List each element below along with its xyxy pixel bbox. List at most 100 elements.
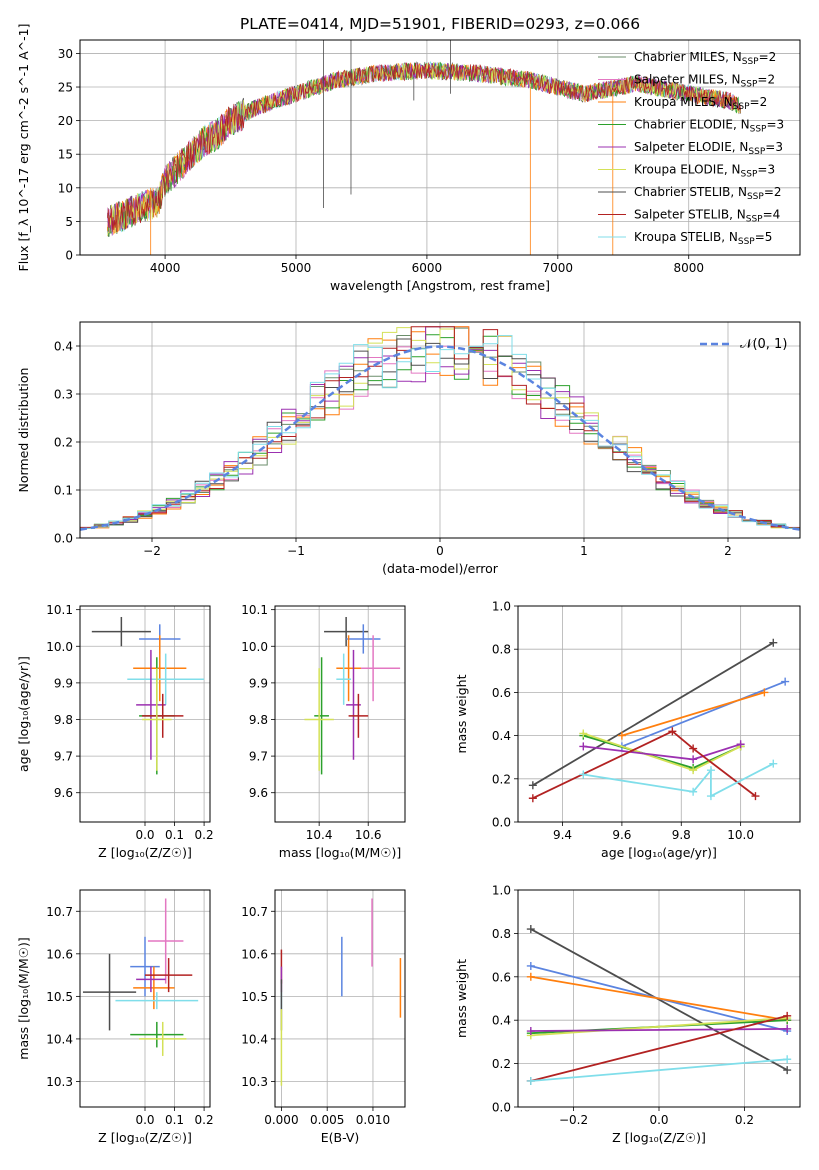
y-tick-label: 9.6 bbox=[249, 786, 268, 800]
mass-weight-marker bbox=[579, 770, 588, 779]
mass-weight-line bbox=[530, 928, 788, 1071]
legend-label: Chabrier ELODIE, NSSP=3 bbox=[634, 118, 784, 135]
x-tick-label: 10.0 bbox=[727, 828, 754, 842]
axes-age-vs-mass: 10.4 10.6 9.6 9.7 9.8 9.9 10.0 10.1 mass [log₁₀(… bbox=[241, 603, 406, 860]
x-tick-label: 0.2 bbox=[195, 1113, 214, 1127]
residual-legend: 𝒩(0, 1) bbox=[700, 337, 787, 352]
legend-nssp: =3 bbox=[766, 118, 784, 132]
legend-label: Kroupa ELODIE, NSSP=3 bbox=[634, 163, 775, 180]
x-axis-label: age [log₁₀(age/yr)] bbox=[601, 845, 717, 860]
axes-age-vs-Z: 0.0 0.1 0.2 9.6 9.7 9.8 9.9 10.0 10.1 Z [log₁₀(Z/… bbox=[16, 603, 214, 860]
mass-weight-line bbox=[532, 641, 774, 787]
y-tick-label: 10.4 bbox=[46, 1032, 73, 1046]
mass-weight-marker bbox=[689, 744, 698, 753]
axes-residuals: −2 −1 0 1 2 0.0 0.1 0.2 0.3 0.4 (data-model)/error… bbox=[16, 321, 801, 576]
y-tick-label: 10.7 bbox=[241, 905, 268, 919]
y-tick-label: 0.0 bbox=[492, 1101, 511, 1115]
y-tick-label: 10.5 bbox=[46, 990, 73, 1004]
mass-weight-marker bbox=[783, 1055, 792, 1064]
mass-weight-marker bbox=[579, 729, 588, 738]
y-axis-label: age [log₁₀(age/yr)] bbox=[16, 656, 31, 772]
legend-label: Salpeter MILES, NSSP=2 bbox=[634, 73, 775, 90]
x-tick-label: 0.005 bbox=[310, 1113, 344, 1127]
mass-weight-marker bbox=[526, 972, 535, 981]
y-tick-label: 0.8 bbox=[492, 643, 511, 657]
y-tick-label: 0.1 bbox=[54, 484, 73, 498]
plot-area-mass-vs-Z bbox=[82, 898, 199, 1056]
y-tick-label: 9.9 bbox=[249, 676, 268, 690]
y-axis-label: mass weight bbox=[454, 959, 469, 1038]
legend-subscript: SSP bbox=[738, 237, 755, 247]
axes-frame bbox=[517, 889, 801, 1108]
legend-nssp: =2 bbox=[759, 50, 777, 64]
spectrum-line bbox=[107, 62, 741, 233]
axes-massweight-vs-age: 9.4 9.6 9.8 10.0 0.0 0.2 0.4 0.6 0.8 1.0 age [log₁… bbox=[454, 600, 801, 860]
x-tick-label: 0.1 bbox=[165, 1113, 184, 1127]
x-tick-label: 10.4 bbox=[306, 828, 333, 842]
mass-weight-marker bbox=[526, 961, 535, 970]
x-tick-label: 0 bbox=[436, 544, 444, 558]
y-axis-label: Normed distribution bbox=[16, 368, 31, 493]
x-axis-label: E(B-V) bbox=[321, 1130, 360, 1145]
y-tick-label: 9.8 bbox=[54, 713, 73, 727]
x-tick-label: 0.2 bbox=[195, 828, 214, 842]
y-tick-label: 30 bbox=[58, 47, 73, 61]
x-tick-label: 9.8 bbox=[672, 828, 691, 842]
y-tick-label: 9.9 bbox=[54, 676, 73, 690]
x-tick-label: 2 bbox=[724, 544, 732, 558]
mass-weight-marker bbox=[689, 755, 698, 764]
mass-weight-marker bbox=[579, 742, 588, 751]
y-tick-label: 0.2 bbox=[492, 1057, 511, 1071]
plot-area-age-vs-mass bbox=[304, 616, 401, 775]
legend-nssp: =3 bbox=[765, 140, 783, 154]
mass-weight-line bbox=[530, 1058, 788, 1082]
legend-nssp: =2 bbox=[757, 73, 775, 87]
mass-weight-marker bbox=[526, 1076, 535, 1085]
legend-subscript: SSP bbox=[750, 125, 767, 135]
legend-subscript: SSP bbox=[748, 147, 765, 157]
mass-weight-line bbox=[530, 1017, 788, 1037]
x-tick-label: 0.2 bbox=[735, 1113, 754, 1127]
x-tick-label: 9.6 bbox=[612, 828, 631, 842]
axes-mass-vs-Z: 0.0 0.1 0.2 10.3 10.4 10.5 10.6 10.7 Z [log₁₀(Z/… bbox=[16, 889, 214, 1145]
axes-frame bbox=[274, 605, 406, 823]
legend-subscript: SSP bbox=[741, 170, 758, 180]
y-tick-label: 10.0 bbox=[46, 640, 73, 654]
legend-label: Chabrier STELIB, NSSP=2 bbox=[634, 185, 782, 202]
mass-weight-marker bbox=[528, 781, 537, 790]
legend-subscript: SSP bbox=[742, 57, 759, 67]
x-tick-label: 0.0 bbox=[135, 828, 154, 842]
y-tick-label: 0.6 bbox=[492, 970, 511, 984]
mass-weight-marker bbox=[689, 766, 698, 775]
mass-weight-marker bbox=[706, 792, 715, 801]
y-tick-label: 0.8 bbox=[492, 927, 511, 941]
y-tick-label: 10.0 bbox=[241, 640, 268, 654]
y-tick-label: 0.3 bbox=[54, 388, 73, 402]
legend-label: Salpeter STELIB, NSSP=4 bbox=[634, 208, 780, 225]
mass-weight-marker bbox=[668, 727, 677, 736]
y-tick-label: 0.4 bbox=[492, 1014, 511, 1028]
legend-nssp: =2 bbox=[750, 95, 768, 109]
y-tick-label: 9.6 bbox=[54, 786, 73, 800]
legend-label: Salpeter ELODIE, NSSP=3 bbox=[634, 140, 783, 157]
y-tick-label: 15 bbox=[58, 148, 73, 162]
x-tick-label: 6000 bbox=[412, 261, 443, 275]
mass-weight-marker bbox=[783, 1066, 792, 1075]
x-axis-label: (data-model)/error bbox=[382, 561, 499, 576]
y-tick-label: 10.1 bbox=[46, 603, 73, 617]
mass-weight-line bbox=[621, 680, 786, 748]
axes-spectrum: 4000 5000 6000 7000 8000 0 5 10 15 20 25 30 waveleng… bbox=[16, 24, 801, 293]
y-tick-label: 0 bbox=[65, 249, 73, 263]
x-axis-label: wavelength [Angstrom, rest frame] bbox=[330, 278, 550, 293]
x-tick-label: −2 bbox=[143, 544, 161, 558]
y-tick-label: 0.2 bbox=[54, 436, 73, 450]
x-tick-label: 5000 bbox=[281, 261, 312, 275]
x-tick-label: 0.0 bbox=[135, 1113, 154, 1127]
axes-mass-vs-ebv: 0.000 0.005 0.010 10.3 10.4 10.5 10.6 10.7 E(B-V… bbox=[241, 889, 406, 1145]
axes-frame bbox=[274, 889, 406, 1108]
y-tick-label: 5 bbox=[65, 215, 73, 229]
mass-weight-line bbox=[530, 975, 788, 1022]
mass-weight-marker bbox=[528, 794, 537, 803]
x-tick-label: 4000 bbox=[150, 261, 181, 275]
mass-weight-line bbox=[621, 691, 765, 737]
